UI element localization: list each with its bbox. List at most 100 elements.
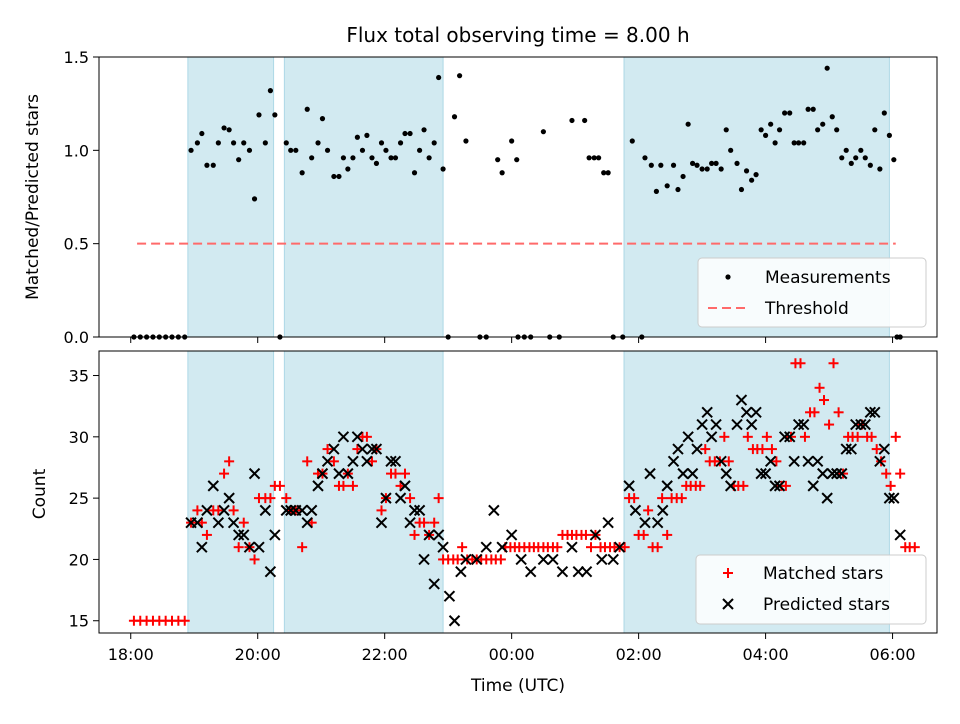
y-tick-label: 20 bbox=[69, 550, 89, 569]
measurement-point bbox=[256, 112, 262, 118]
predicted-star-point bbox=[238, 529, 250, 541]
predicted-star-point bbox=[399, 480, 411, 492]
predicted-star-point bbox=[347, 455, 359, 468]
matched-star-point bbox=[322, 444, 333, 455]
predicted-star-point bbox=[337, 431, 350, 443]
predicted-star-point bbox=[874, 455, 886, 468]
matched-star-point bbox=[452, 554, 463, 565]
predicted-star-point bbox=[784, 431, 796, 443]
predicted-star-point bbox=[471, 553, 483, 566]
matched-star-point bbox=[700, 444, 711, 455]
predicted-star-point bbox=[269, 529, 281, 541]
measurement-point bbox=[805, 106, 811, 112]
measurement-point bbox=[601, 170, 607, 176]
matched-star-point bbox=[629, 493, 640, 504]
predicted-star-point bbox=[191, 516, 204, 529]
measurement-point bbox=[791, 140, 797, 146]
x-tick-label: 02:00 bbox=[616, 645, 662, 664]
predicted-star-point bbox=[333, 467, 345, 480]
predicted-star-point bbox=[566, 541, 578, 553]
measurement-point bbox=[810, 106, 816, 112]
measurement-point bbox=[251, 196, 258, 202]
matched-star-point bbox=[619, 542, 630, 553]
predicted-star-point bbox=[264, 565, 277, 578]
y-tick-label: 1.0 bbox=[64, 141, 89, 160]
matched-star-point bbox=[347, 480, 358, 491]
measurement-point bbox=[853, 155, 859, 161]
measurement-point bbox=[354, 134, 360, 140]
legend-top: Measurements Threshold bbox=[697, 257, 927, 328]
measurement-point bbox=[586, 155, 592, 161]
measurement-point bbox=[402, 130, 408, 137]
predicted-star-point bbox=[547, 553, 559, 566]
predicted-star-point bbox=[428, 578, 440, 590]
measurement-point bbox=[230, 140, 237, 146]
measurement-point bbox=[872, 127, 878, 133]
x-tick-label: 22:00 bbox=[362, 645, 408, 664]
chart-title: Flux total observing time = 8.00 h bbox=[346, 23, 689, 47]
observing-band bbox=[283, 350, 444, 634]
predicted-star-point bbox=[840, 443, 852, 455]
predicted-star-point bbox=[537, 553, 550, 566]
matched-star-point bbox=[885, 480, 896, 491]
x-axis-label: Time (UTC) bbox=[470, 676, 565, 696]
measurement-point bbox=[591, 155, 597, 161]
predicted-star-point bbox=[629, 504, 642, 517]
y-tick-label: 0.5 bbox=[64, 235, 89, 254]
matched-star-point bbox=[771, 456, 782, 467]
matched-star-point bbox=[274, 480, 285, 491]
predicted-star-point bbox=[280, 504, 292, 517]
measurement-point bbox=[319, 116, 326, 122]
predicted-star-point bbox=[826, 467, 838, 480]
measurement-point bbox=[801, 140, 807, 146]
predicted-star-point bbox=[701, 406, 713, 419]
measurement-point bbox=[704, 166, 710, 172]
predicted-star-point bbox=[259, 504, 272, 517]
measurement-point bbox=[392, 155, 399, 161]
measurement-point bbox=[324, 147, 331, 153]
predicted-star-point bbox=[607, 553, 619, 566]
measurement-point bbox=[495, 157, 501, 163]
predicted-star-point bbox=[792, 418, 805, 431]
measurement-point bbox=[383, 147, 389, 153]
predicted-star-point bbox=[682, 431, 694, 443]
measurement-point bbox=[734, 160, 740, 166]
matched-star-point bbox=[766, 444, 777, 455]
measurement-point bbox=[194, 140, 201, 146]
predicted-star-point bbox=[218, 504, 230, 517]
measurement-point bbox=[456, 73, 463, 79]
measurement-point bbox=[762, 132, 769, 138]
legend-label-measurements: Measurements bbox=[765, 268, 891, 288]
predicted-star-point bbox=[845, 443, 858, 455]
measurement-point bbox=[336, 173, 342, 180]
measurement-point bbox=[839, 155, 845, 161]
predicted-star-point bbox=[788, 455, 800, 468]
measurement-point bbox=[309, 155, 315, 161]
y-tick-label: 1.5 bbox=[64, 48, 89, 67]
matched-star-point bbox=[833, 407, 844, 418]
measurement-point bbox=[540, 129, 546, 135]
predicted-star-point bbox=[888, 492, 900, 504]
predicted-star-point bbox=[710, 418, 722, 431]
matched-star-point bbox=[366, 456, 377, 467]
predicted-star-point bbox=[248, 467, 261, 480]
top-y-axis-label: Matched/Predicted stars bbox=[23, 94, 43, 300]
measurement-point bbox=[834, 127, 840, 133]
predicted-star-point bbox=[418, 553, 430, 566]
matched-star-point bbox=[228, 505, 239, 516]
measurement-point bbox=[397, 140, 404, 146]
predicted-star-point bbox=[596, 553, 608, 566]
measurement-point bbox=[749, 177, 755, 183]
measurement-point bbox=[820, 121, 826, 127]
predicted-star-point bbox=[821, 492, 833, 504]
measurement-point bbox=[891, 157, 897, 163]
matched-star-point bbox=[881, 468, 892, 479]
matched-star-point bbox=[328, 456, 339, 467]
predicted-star-point bbox=[807, 480, 819, 492]
matched-star-point bbox=[495, 554, 506, 565]
matched-star-point bbox=[895, 468, 906, 479]
predicted-star-point bbox=[602, 516, 614, 529]
legend-label-threshold: Threshold bbox=[764, 299, 849, 319]
measurement-point bbox=[272, 112, 278, 118]
observing-band bbox=[283, 56, 444, 338]
